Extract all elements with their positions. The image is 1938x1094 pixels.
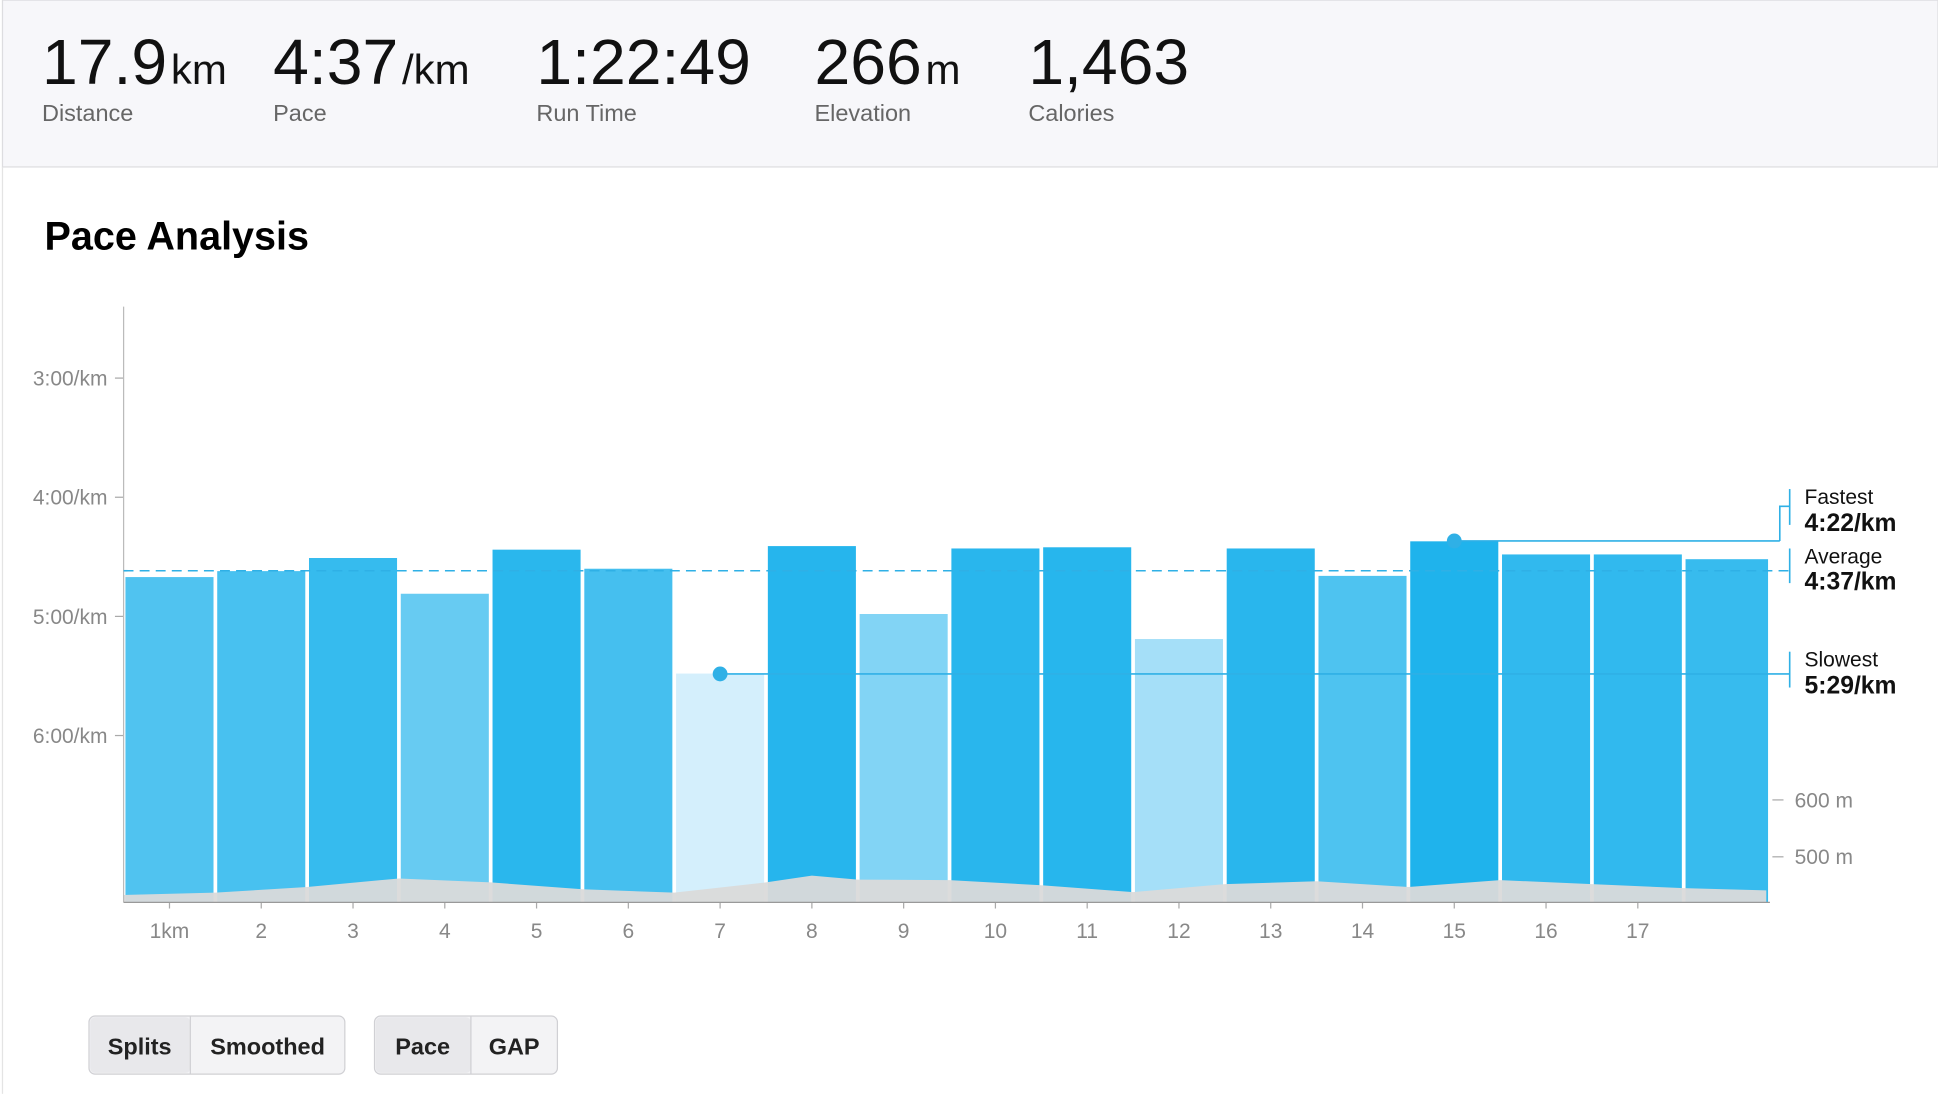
stat-value: 1:22:49 [536,26,750,98]
x-tick-label: 17 [1626,920,1649,943]
y2-tick-label: 600 m [1795,789,1853,812]
chart-title: Pace Analysis [44,215,309,259]
reference-value: 4:37/km [1805,568,1897,595]
pace-bar [1134,639,1223,903]
y-tick-label: 4:00/km [33,487,108,510]
elevation-area [123,875,1767,903]
x-tick-label: 15 [1443,920,1466,943]
segment-button[interactable]: Smoothed [210,1033,325,1059]
reference-dot [1446,533,1462,549]
reference-name: Average [1805,545,1883,568]
pace-bar [676,673,765,903]
pace-bar [1685,559,1769,903]
stat-value: 266 m [815,26,961,98]
reference-dot [712,666,728,682]
y2-tick-label: 500 m [1795,846,1853,869]
y-tick-label: 5:00/km [33,606,108,629]
stat-label: Calories [1028,100,1114,126]
x-tick-label: 9 [898,920,910,943]
reference-value: 5:29/km [1805,673,1897,700]
x-tick-label: 13 [1259,920,1282,943]
stat-number: 1:22:49 [536,26,750,98]
segment-button[interactable]: Splits [108,1033,172,1059]
stat-label: Elevation [815,100,912,126]
reference-name: Fastest [1805,486,1874,509]
x-tick-label: 6 [622,920,634,943]
stat-unit: /km [402,46,470,93]
reference-value: 4:22/km [1805,510,1897,537]
pace-bar [1593,554,1682,903]
segment-active [375,1017,471,1073]
pace-bar [1043,547,1132,903]
stat-label: Pace [273,100,326,126]
stat-unit: km [171,46,227,93]
x-tick-label: 5 [531,920,543,943]
pace-bar [1410,541,1499,903]
stat-number: 1,463 [1028,26,1189,98]
x-tick-label: 7 [714,920,726,943]
pace-bar [125,577,214,903]
x-tick-label: 12 [1167,920,1190,943]
x-tick-label: 11 [1076,920,1098,943]
stat-value: 17.9 km [42,26,227,98]
segment-button[interactable]: GAP [489,1033,540,1059]
x-tick-label: 10 [984,920,1007,943]
pace-bar [308,558,398,903]
stat-label: Distance [42,100,133,126]
pace-bar [1226,548,1315,903]
x-tick-label: 14 [1351,920,1375,943]
stat-value: 4:37/km [273,26,469,98]
stat-value: 1,463 [1028,26,1189,98]
pace-bar [400,593,489,903]
reference-name: Slowest [1805,649,1879,672]
x-tick-label: 4 [439,920,451,943]
stat-unit: m [925,46,960,93]
pace-bar [1502,554,1591,903]
stat-number: 4:37 [273,26,398,98]
x-tick-label: 8 [806,920,818,943]
x-tick-label: 3 [347,920,359,943]
segment-button[interactable]: Pace [395,1033,450,1059]
header-bar [1,0,1938,168]
y-tick-label: 3:00/km [33,368,108,391]
pace-bar [584,568,673,903]
y-tick-label: 6:00/km [33,725,108,748]
reference-bracket [1778,505,1790,541]
x-tick-label: 1km [150,920,190,943]
pace-bar [767,546,856,903]
x-tick-label: 2 [255,920,267,943]
pace-bar [951,548,1040,903]
stat-number: 17.9 [42,26,167,98]
stat-number: 266 [815,26,922,98]
pace-bar [492,549,581,903]
x-tick-label: 16 [1534,920,1557,943]
stat-label: Run Time [536,100,636,126]
segment-active [90,1017,191,1073]
pace-bar [217,571,306,903]
pace-bar [1318,575,1407,903]
pace-bar [859,614,948,903]
